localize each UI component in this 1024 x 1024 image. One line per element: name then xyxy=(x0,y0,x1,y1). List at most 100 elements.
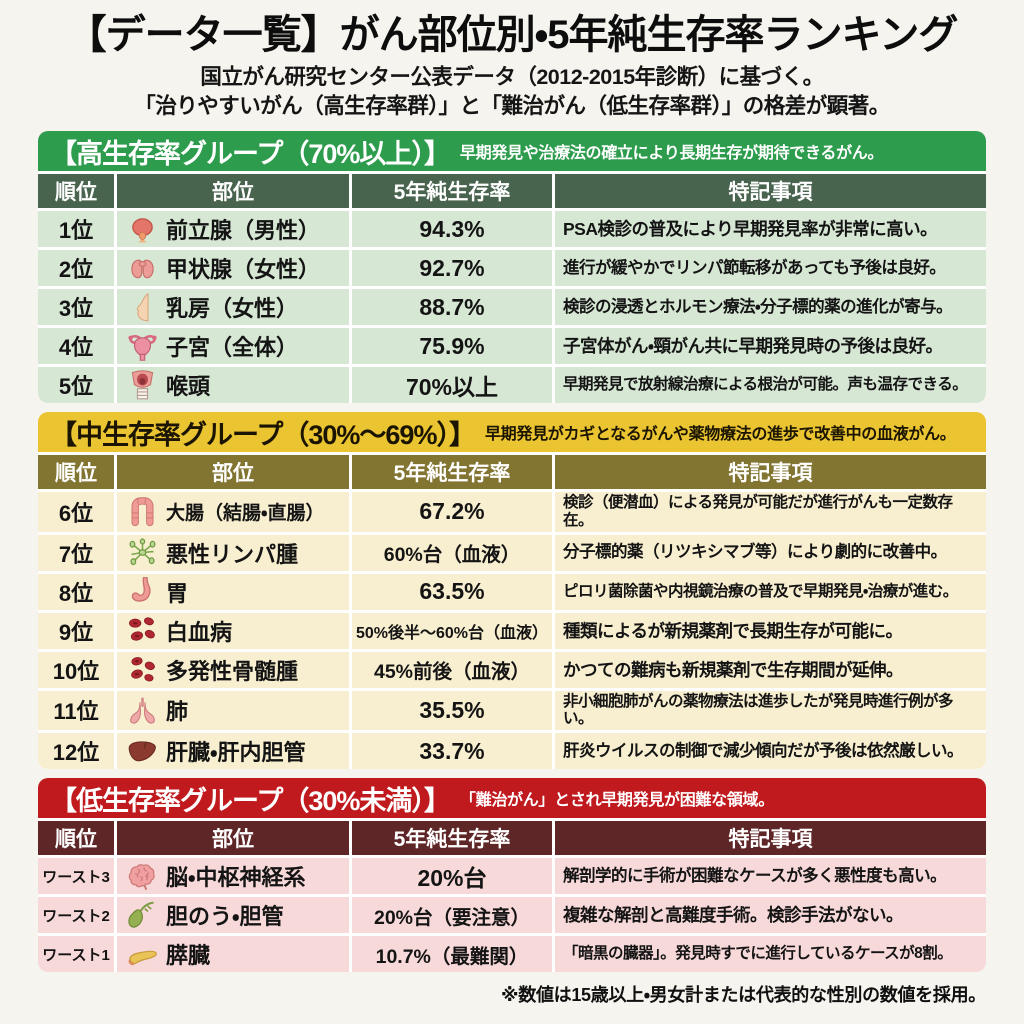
group-table: 順位 部位 5年純生存率 特記事項 1位 前立腺（男性） 94.3% PSA検診の普及により早… xyxy=(38,171,986,404)
group-table: 順位 部位 5年純生存率 特記事項 6位 大腸（結腸・直腸） 67.2% 検診（便潜血）による… xyxy=(38,452,986,770)
thyroid-icon xyxy=(124,250,160,286)
note-cell: 解剖学的に手術が困難なケースが多く悪性度も高い。 xyxy=(555,858,986,895)
group-mid: 【中生存率グループ（30%〜69%）】 早期発見がカギとなるがんや薬物療法の進歩で… xyxy=(38,412,986,770)
group-title: 【高生存率グループ（70%以上）】 xyxy=(50,138,451,169)
column-header-0: 順位 xyxy=(38,455,114,490)
group-title: 【中生存率グループ（30%〜69%）】 xyxy=(50,419,476,450)
site-label: 大腸（結腸・直腸） xyxy=(166,503,325,525)
column-header-2: 5年純生存率 xyxy=(352,821,552,856)
column-header-2: 5年純生存率 xyxy=(352,455,552,490)
column-header-3: 特記事項 xyxy=(555,174,986,209)
rate-cell: 10.7%（最難関） xyxy=(352,936,552,973)
rank-cell: ワースト2 xyxy=(38,897,114,934)
prostate-icon xyxy=(124,211,160,247)
site-label: 喉頭 xyxy=(166,374,211,400)
lungs-icon xyxy=(124,692,160,728)
subtitle-line-2: 「治りやすいがん（高生存率群）」と「難治がん（低生存率群）」の格差が顕著。 xyxy=(134,94,890,119)
lymph-nodes-icon xyxy=(124,535,160,571)
rank-cell: 1位 xyxy=(38,211,114,248)
column-header-1: 部位 xyxy=(117,821,349,856)
rate-cell: 33.7% xyxy=(352,733,552,770)
rank-cell: 11位 xyxy=(38,690,114,731)
uterus-icon xyxy=(124,328,160,364)
group-high: 【高生存率グループ（70%以上）】 早期発見や治療法の確立により長期生存が期待でき… xyxy=(38,131,986,404)
column-header-3: 特記事項 xyxy=(555,821,986,856)
pancreas-icon xyxy=(124,936,160,972)
site-cell: 膵臓 xyxy=(117,936,349,973)
site-label: 胃 xyxy=(166,580,189,606)
rank-cell: 2位 xyxy=(38,250,114,287)
rank-cell: ワースト1 xyxy=(38,936,114,973)
site-cell: 前立腺（男性） xyxy=(117,211,349,248)
liver-icon xyxy=(124,733,160,769)
site-label: 白血病 xyxy=(166,619,233,645)
site-cell: 乳房（女性） xyxy=(117,289,349,326)
blood-cells-icon xyxy=(124,613,160,649)
note-cell: 非小細胞肺がんの薬物療法は進歩したが発見時進行例が多い。 xyxy=(555,690,986,731)
rank-cell: 10位 xyxy=(38,651,114,688)
note-cell: 子宮体がん・頸がん共に早期発見時の予後は良好。 xyxy=(555,328,986,365)
group-description: 早期発見や治療法の確立により長期生存が期待できるがん。 xyxy=(459,145,884,163)
rate-cell: 50%後半〜60%台（血液） xyxy=(352,612,552,649)
site-label: 肺 xyxy=(166,699,189,725)
site-label: 肝臓・肝内胆管 xyxy=(166,740,306,766)
gallbladder-icon xyxy=(124,897,160,933)
site-label: 悪性リンパ腫 xyxy=(166,541,299,567)
site-label: 胆のう・胆管 xyxy=(166,904,284,930)
rank-cell: 4位 xyxy=(38,328,114,365)
rank-cell: 3位 xyxy=(38,289,114,326)
site-cell: 子宮（全体） xyxy=(117,328,349,365)
rank-cell: 5位 xyxy=(38,367,114,404)
note-cell: 肝炎ウイルスの制御で減少傾向だが予後は依然厳しい。 xyxy=(555,733,986,770)
rank-cell: 6位 xyxy=(38,492,114,532)
group-description: 「難治がん」とされ早期発見が困難な領域。 xyxy=(459,792,774,810)
group-title: 【低生存率グループ（30%未満）】 xyxy=(50,785,451,816)
note-cell: 複雑な解剖と高難度手術。検診手法がない。 xyxy=(555,897,986,934)
site-label: 前立腺（男性） xyxy=(166,218,321,244)
column-header-3: 特記事項 xyxy=(555,455,986,490)
breast-icon xyxy=(124,289,160,325)
rate-cell: 20%台 xyxy=(352,858,552,895)
rank-cell: ワースト3 xyxy=(38,858,114,895)
survival-rate-groups: 【高生存率グループ（70%以上）】 早期発見や治療法の確立により長期生存が期待でき… xyxy=(38,131,986,973)
rate-cell: 88.7% xyxy=(352,289,552,326)
brain-icon xyxy=(124,858,160,894)
note-cell: 検診の浸透とホルモン療法・分子標的薬の進化が寄与。 xyxy=(555,289,986,326)
rate-cell: 67.2% xyxy=(352,492,552,532)
group-header-band: 【高生存率グループ（70%以上）】 早期発見や治療法の確立により長期生存が期待でき… xyxy=(38,131,986,172)
site-label: 甲状腺（女性） xyxy=(166,257,321,283)
site-cell: 甲状腺（女性） xyxy=(117,250,349,287)
rate-cell: 92.7% xyxy=(352,250,552,287)
site-label: 多発性骨髄腫 xyxy=(166,658,299,684)
site-cell: 白血病 xyxy=(117,612,349,649)
column-header-0: 順位 xyxy=(38,174,114,209)
stomach-icon xyxy=(124,574,160,610)
rate-cell: 70%以上 xyxy=(352,367,552,404)
site-cell: 多発性骨髄腫 xyxy=(117,651,349,688)
site-cell: 悪性リンパ腫 xyxy=(117,534,349,571)
site-cell: 胃 xyxy=(117,573,349,610)
column-header-0: 順位 xyxy=(38,821,114,856)
rate-cell: 20%台（要注意） xyxy=(352,897,552,934)
note-cell: 早期発見で放射線治療による根治が可能。声も温存できる。 xyxy=(555,367,986,404)
subtitle-line-1: 国立がん研究センター公表データ（2012-2015年診断）に基づく。 xyxy=(200,65,824,89)
page-title: 【データ一覧】がん部位別・5年純生存率ランキング xyxy=(66,13,959,57)
group-table: 順位 部位 5年純生存率 特記事項ワースト3 脳・中枢神経系 20%台 解剖学的に手術が困難… xyxy=(38,818,986,973)
site-cell: 肝臓・肝内胆管 xyxy=(117,733,349,770)
note-cell: 「暗黒の臓器」。発見時すでに進行しているケースが8割。 xyxy=(555,936,986,973)
rank-cell: 7位 xyxy=(38,534,114,571)
rate-cell: 94.3% xyxy=(352,211,552,248)
colon-icon xyxy=(124,494,160,530)
note-cell: ピロリ菌除菌や内視鏡治療の普及で早期発見・治療が進む。 xyxy=(555,573,986,610)
group-header-band: 【低生存率グループ（30%未満）】 「難治がん」とされ早期発見が困難な領域。 xyxy=(38,778,986,819)
group-description: 早期発見がカギとなるがんや薬物療法の進歩で改善中の血液がん。 xyxy=(484,426,956,444)
site-cell: 喉頭 xyxy=(117,367,349,404)
myeloma-cells-icon xyxy=(124,652,160,688)
note-cell: 種類によるが新規薬剤で長期生存が可能に。 xyxy=(555,612,986,649)
rate-cell: 75.9% xyxy=(352,328,552,365)
site-cell: 脳・中枢神経系 xyxy=(117,858,349,895)
rank-cell: 8位 xyxy=(38,573,114,610)
site-label: 乳房（女性） xyxy=(166,296,299,322)
larynx-icon xyxy=(124,367,160,403)
